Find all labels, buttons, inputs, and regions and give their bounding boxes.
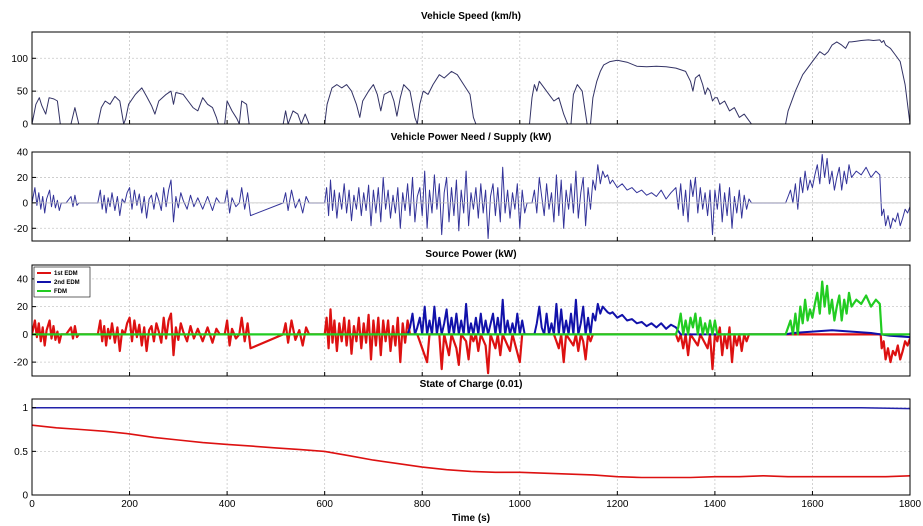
x-tick-label: 0 xyxy=(29,499,35,510)
y-tick-label: 0 xyxy=(22,330,28,341)
x-tick-label: 600 xyxy=(316,499,333,510)
axes-frame xyxy=(31,151,911,242)
y-tick-label: 0 xyxy=(22,198,28,209)
panel-title: State of Charge (0.01) xyxy=(420,379,523,390)
y-tick-label: 0 xyxy=(22,491,28,502)
x-tick-label: 1200 xyxy=(606,499,629,510)
legend-label: 2nd EDM xyxy=(54,280,80,286)
y-tick-label: -20 xyxy=(14,224,29,235)
legend-label: FDM xyxy=(54,289,67,295)
y-tick-label: 20 xyxy=(17,302,29,313)
panel-title: Vehicle Speed (km/h) xyxy=(421,11,521,22)
y-tick-label: 40 xyxy=(17,148,29,159)
x-tick-label: 200 xyxy=(121,499,138,510)
series-line-1 xyxy=(32,39,910,124)
series-line-1 xyxy=(32,406,910,410)
legend: 1st EDM 2nd EDM FDM xyxy=(33,266,91,298)
y-tick-label: 20 xyxy=(17,173,29,184)
series-line-2nd-edm xyxy=(402,298,910,339)
x-tick-label: 400 xyxy=(219,499,236,510)
plot-area xyxy=(32,32,910,124)
panel-4: State of Charge (0.01) 0 0.5 1 0 200 400 600 800… xyxy=(14,379,921,524)
y-tick-label: 100 xyxy=(11,54,28,65)
y-tick-label: 40 xyxy=(17,274,29,285)
panel-1: Vehicle Speed (km/h) 0 50 100 xyxy=(11,11,911,131)
panel-2: Vehicle Power Need / Supply (kW) -20 0 20 40 xyxy=(14,132,911,242)
plot-area xyxy=(32,399,910,495)
y-tick-label: 0 xyxy=(22,120,28,131)
panel-title: Source Power (kW) xyxy=(425,249,516,260)
y-tick-label: 50 xyxy=(17,87,29,98)
axes-frame xyxy=(31,31,911,125)
y-tick-label: 1 xyxy=(22,403,28,414)
x-tick-label: 1800 xyxy=(899,499,922,510)
legend-label: 1st EDM xyxy=(54,271,78,277)
x-tick-label: 1600 xyxy=(801,499,824,510)
plot-area xyxy=(32,265,910,376)
axes-frame xyxy=(31,398,911,496)
x-tick-label: 1400 xyxy=(704,499,727,510)
series-line-1st-edm xyxy=(32,308,910,375)
y-tick-label: -20 xyxy=(14,358,29,369)
series-line-1 xyxy=(32,154,910,239)
series-line-2 xyxy=(32,424,910,479)
x-tick-label: 800 xyxy=(414,499,431,510)
panel-3: Source Power (kW) -20 0 20 40 1st EDM 2nd EDM F… xyxy=(14,249,911,377)
x-tick-label: 1000 xyxy=(509,499,532,510)
y-tick-label: 0.5 xyxy=(14,447,28,458)
x-axis-label: Time (s) xyxy=(452,513,490,524)
axes-frame xyxy=(31,264,911,377)
panel-title: Vehicle Power Need / Supply (kW) xyxy=(391,132,552,143)
series-line-fdm xyxy=(32,280,910,336)
